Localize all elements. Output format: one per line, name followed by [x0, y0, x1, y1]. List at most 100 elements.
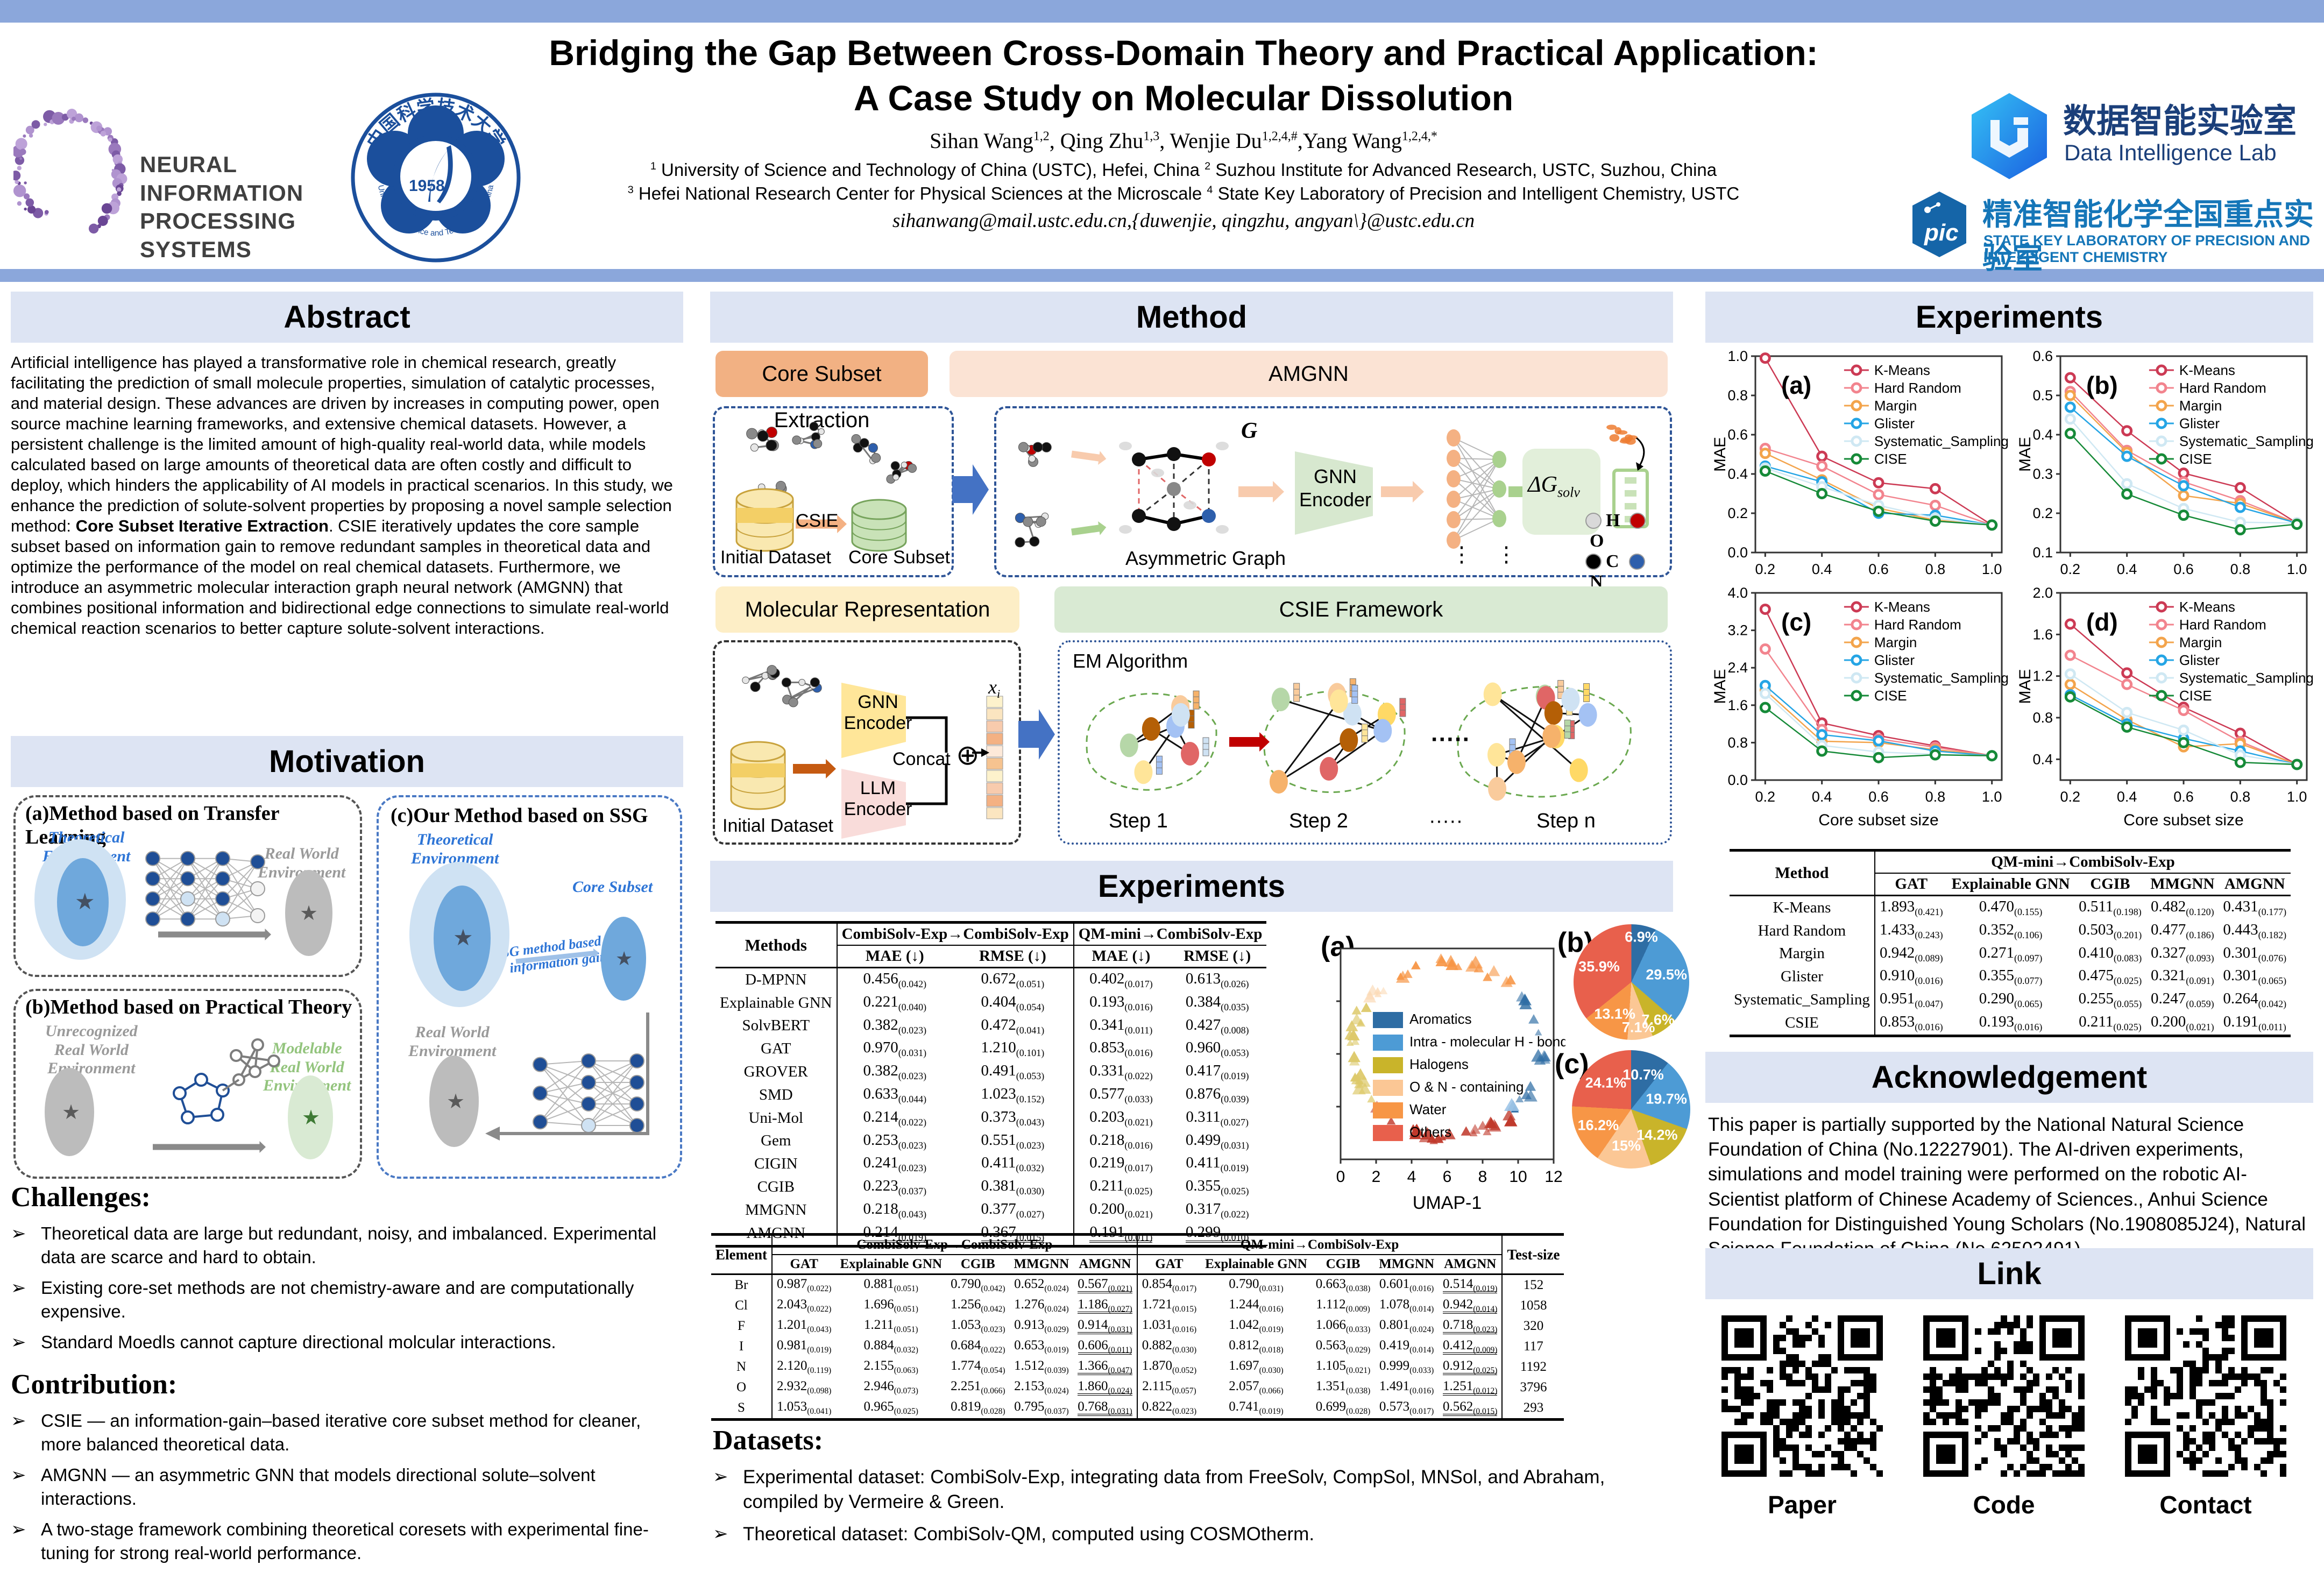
svg-text:0.6: 0.6	[2173, 789, 2194, 805]
svg-text:Systematic_Sampling: Systematic_Sampling	[2179, 670, 2314, 686]
svg-text:0.1: 0.1	[2032, 544, 2053, 561]
motivation-panel-b: (b)Method based on Practical Theory Unre…	[13, 989, 362, 1179]
svg-text:K-Means: K-Means	[1874, 599, 1930, 615]
label-csie-arrow: CSIE	[796, 511, 838, 532]
pie-slice-label: 24.1%	[1585, 1074, 1627, 1091]
svg-text:Water: Water	[1409, 1101, 1447, 1117]
svg-text:4: 4	[1407, 1168, 1416, 1186]
atom-C-icon	[1585, 554, 1602, 570]
svg-text:Margin: Margin	[1874, 634, 1917, 650]
big-blue-arrow-icon	[952, 460, 990, 519]
label-core-subset: Core Subset	[848, 547, 950, 568]
label-initial-dataset: Initial Dataset	[720, 547, 831, 568]
svg-text:Systematic_Sampling: Systematic_Sampling	[1874, 433, 2009, 449]
chip-molecular-representation: Molecular Representation	[715, 586, 1019, 633]
svg-text:(a): (a)	[1781, 371, 1811, 399]
svg-text:(c): (c)	[1781, 608, 1811, 636]
chip-core-subset-extraction: Core Subset Extraction	[715, 351, 928, 397]
pie-slice-label: 35.9%	[1578, 958, 1620, 975]
qr-code-contact	[2125, 1315, 2286, 1477]
svg-text:K-Means: K-Means	[2179, 599, 2235, 615]
svg-text:0.4: 0.4	[2032, 427, 2053, 443]
atom-H-icon	[1585, 513, 1602, 529]
svg-text:10: 10	[1509, 1168, 1527, 1186]
svg-text:K-Means: K-Means	[2179, 362, 2235, 378]
svg-text:0.6: 0.6	[1868, 789, 1889, 805]
neurips-logo-line2: PROCESSING SYSTEMS	[140, 207, 347, 264]
big-blue-arrow-icon	[1018, 705, 1056, 764]
svg-text:★: ★	[453, 925, 473, 950]
svg-text:0.8: 0.8	[2230, 561, 2251, 577]
pie-chart-b: 6.9%29.5%7.6%7.1%13.1%35.9%	[1574, 924, 1689, 1040]
svg-text:0.4: 0.4	[2117, 789, 2137, 805]
motivation-panel-c: (c)Our Method based on SSG Theoretical E…	[377, 795, 682, 1179]
motivation-c-graphic: ★★★	[379, 797, 678, 1174]
label-xi: xi	[988, 676, 1000, 701]
list-item: ➢AMGNN — an asymmetric GNN that models d…	[11, 1463, 686, 1510]
abstract-text-pre: Artificial intelligence has played a tra…	[11, 353, 673, 535]
section-method-title: Method	[710, 292, 1673, 343]
svg-text:O & N - containing: O & N - containing	[1409, 1079, 1524, 1095]
top-banner	[0, 0, 2324, 23]
datasets-title: Datasets:	[713, 1425, 1670, 1456]
svg-text:Margin: Margin	[2179, 634, 2222, 650]
svg-text:0.2: 0.2	[1755, 561, 1776, 577]
abstract-body: Artificial intelligence has played a tra…	[11, 352, 684, 639]
label-encoder: Encoder	[843, 799, 913, 820]
label-step: Step 2	[1289, 810, 1348, 833]
pie-slice-label: 15%	[1612, 1137, 1641, 1154]
svg-text:·····: ·····	[1431, 726, 1470, 753]
qr-code-code	[1923, 1315, 2085, 1477]
pie-slice-label: 19.7%	[1646, 1091, 1687, 1108]
svg-text:(b): (b)	[2086, 371, 2118, 399]
svg-text:★: ★	[615, 947, 633, 969]
method-molrep-box: Initial Dataset GNN Encoder LLM Encoder …	[713, 640, 1021, 845]
svg-text:1.0: 1.0	[1982, 561, 2002, 577]
svg-text:Glister: Glister	[1874, 652, 1915, 668]
svg-text:8: 8	[1478, 1168, 1487, 1186]
label-step: ·····	[1429, 810, 1463, 833]
svg-text:2: 2	[1372, 1168, 1381, 1186]
svg-text:Others: Others	[1409, 1124, 1451, 1140]
qr-label-code: Code	[1923, 1490, 2085, 1519]
email-line: sihanwang@mail.ustc.edu.cn,{duwenjie, qi…	[484, 209, 1883, 232]
svg-text:0.6: 0.6	[1868, 561, 1889, 577]
svg-text:12: 12	[1544, 1168, 1562, 1186]
svg-text:0.2: 0.2	[2060, 561, 2081, 577]
svg-text:0.4: 0.4	[1727, 466, 1748, 482]
pie-slice-label: 13.1%	[1594, 1005, 1635, 1022]
svg-text:Aromatics: Aromatics	[1409, 1011, 1472, 1027]
svg-text:0.8: 0.8	[1727, 387, 1748, 403]
svg-text:0.4: 0.4	[2032, 751, 2053, 767]
label-step: Step n	[1536, 810, 1596, 833]
affiliation-line2: 3 Hefei National Research Center for Phy…	[484, 183, 1883, 204]
chip-csie-framework: CSIE Framework	[1054, 586, 1668, 633]
affiliation-line1: 1 University of Science and Technology o…	[484, 160, 1883, 180]
svg-text:1.0: 1.0	[1727, 349, 1748, 364]
svg-text:★: ★	[62, 1101, 80, 1124]
svg-text:CISE: CISE	[1874, 688, 1907, 704]
svg-text:0.0: 0.0	[1727, 544, 1748, 561]
svg-text:MAE: MAE	[2018, 437, 2034, 472]
svg-text:★: ★	[75, 889, 95, 914]
svg-text:0.6: 0.6	[2173, 561, 2194, 577]
acknowledgement-body: This paper is partially supported by the…	[1708, 1113, 2313, 1262]
svg-text:★: ★	[302, 1107, 320, 1129]
svg-text:Systematic_Sampling: Systematic_Sampling	[2179, 433, 2314, 449]
svg-text:2.0: 2.0	[2032, 585, 2053, 601]
svg-text:K-Means: K-Means	[1874, 362, 1930, 378]
pie-slice-label: 14.2%	[1636, 1127, 1678, 1144]
svg-text:Intra - molecular H - bonding: Intra - molecular H - bonding	[1409, 1033, 1565, 1050]
svg-text:0.8: 0.8	[1925, 789, 1946, 805]
svg-text:⋮: ⋮	[1451, 543, 1472, 567]
atom-O-icon	[1629, 513, 1646, 529]
motivation-panel-a: (a)Method based on Transfer Learning The…	[13, 795, 362, 977]
atom-N-icon	[1629, 554, 1645, 570]
header-divider	[0, 269, 2324, 282]
poster-title-line2: A Case Study on Molecular Dissolution	[484, 77, 1883, 118]
svg-text:Hard Random: Hard Random	[2179, 380, 2266, 396]
